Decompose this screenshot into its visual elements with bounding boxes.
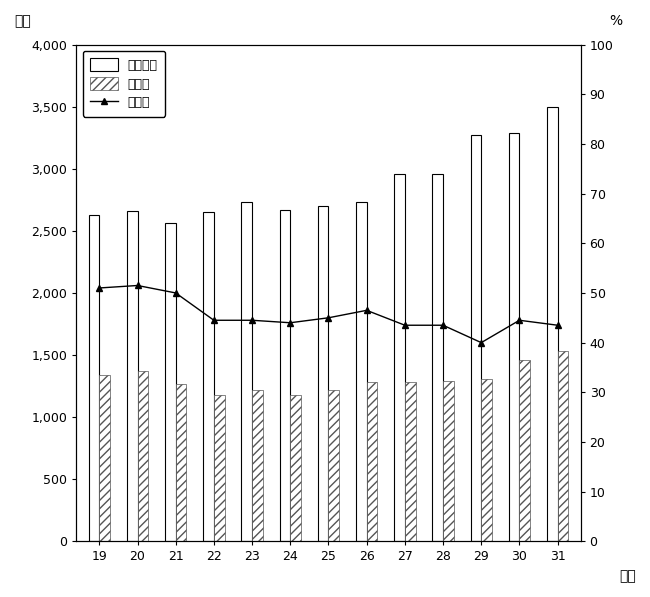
Bar [165,223,176,541]
Bar [99,375,110,541]
Bar [481,378,492,541]
Bar [443,381,454,541]
Legend: 歳入総額, 市　税, 構成比: 歳入総額, 市 税, 構成比 [83,51,165,116]
Bar [547,107,558,541]
Bar [471,135,481,541]
Bar [558,351,568,541]
Bar [280,210,291,541]
Bar [127,211,138,541]
Bar [432,174,443,541]
Text: 年度: 年度 [619,569,636,583]
Bar [176,384,187,541]
Bar [291,395,301,541]
Text: 億円: 億円 [14,14,31,28]
Bar [252,390,263,541]
Bar [356,202,367,541]
Bar [214,395,225,541]
Bar [405,382,415,541]
Bar [138,371,148,541]
Bar [318,206,328,541]
Bar [88,215,99,541]
Bar [394,174,405,541]
Text: %: % [609,14,622,28]
Bar [241,202,252,541]
Bar [509,133,519,541]
Bar [367,382,378,541]
Bar [328,390,339,541]
Bar [519,360,530,541]
Bar [203,212,214,541]
